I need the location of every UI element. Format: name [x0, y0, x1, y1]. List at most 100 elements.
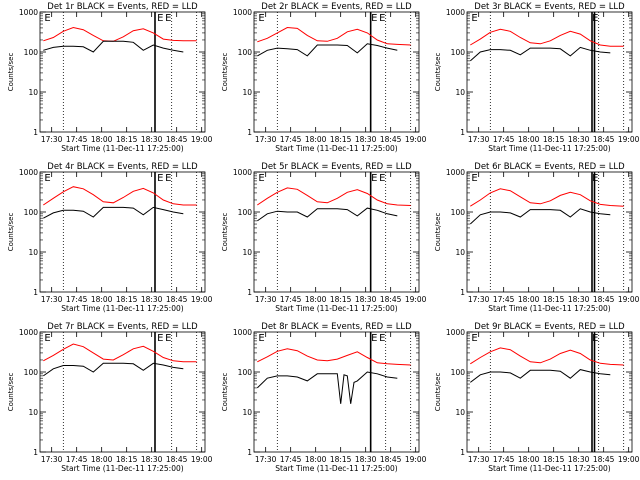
- x-tick-label: 18:30: [141, 455, 163, 464]
- x-tick-label: 19:00: [618, 455, 640, 464]
- x-tick-label: 18:45: [380, 135, 402, 144]
- panel-title: Det 8r BLACK = Events, RED = LLD: [261, 322, 412, 332]
- y-tick-label: 1000: [19, 8, 38, 17]
- lld-series-line: [257, 26, 411, 46]
- y-tick-label: 100: [238, 208, 253, 217]
- event-marker-e: E: [592, 13, 598, 24]
- y-tick-label: 10: [28, 88, 38, 97]
- x-axis-label: Start Time (11-Dec-11 17:25:00): [275, 304, 397, 313]
- panel-title: Det 3r BLACK = Events, RED = LLD: [474, 2, 625, 12]
- y-tick-label: 1: [460, 288, 465, 297]
- x-tick-label: 18:15: [543, 295, 565, 304]
- y-axis-label: Counts/sec: [7, 373, 15, 412]
- event-marker-e: E: [379, 173, 385, 184]
- y-tick-label: 100: [238, 48, 253, 57]
- x-tick-label: 18:15: [543, 455, 565, 464]
- x-tick-label: 17:30: [41, 135, 63, 144]
- events-series-line: [469, 208, 611, 225]
- y-tick-label: 1: [247, 128, 252, 137]
- lld-series-line: [43, 343, 197, 363]
- panel-title: Det 6r BLACK = Events, RED = LLD: [474, 162, 625, 172]
- x-tick-label: 18:00: [91, 455, 113, 464]
- x-axis-label: Start Time (11-Dec-11 17:25:00): [488, 144, 610, 153]
- event-marker-e: E: [371, 173, 377, 184]
- x-tick-label: 18:00: [305, 455, 327, 464]
- y-axis-label: Counts/sec: [434, 53, 442, 92]
- y-tick-label: 10: [455, 248, 465, 257]
- y-tick-label: 1: [33, 448, 38, 457]
- event-marker-e: E: [471, 333, 477, 344]
- x-tick-label: 18:30: [355, 455, 377, 464]
- y-axis-label: Counts/sec: [434, 373, 442, 412]
- events-series-line: [257, 43, 398, 57]
- x-tick-label: 17:30: [468, 135, 490, 144]
- event-marker-e: E: [258, 173, 264, 184]
- y-tick-label: 100: [24, 208, 39, 217]
- x-tick-label: 17:45: [493, 135, 515, 144]
- x-tick-label: 17:30: [41, 455, 63, 464]
- y-tick-label: 1: [247, 448, 252, 457]
- plot-frame: [253, 11, 420, 133]
- x-tick-label: 17:45: [493, 455, 515, 464]
- plot-frame: [466, 331, 633, 453]
- x-tick-label: 17:45: [66, 455, 88, 464]
- x-axis-label: Start Time (11-Dec-11 17:25:00): [275, 144, 397, 153]
- x-tick-label: 18:00: [305, 295, 327, 304]
- x-tick-label: 18:45: [593, 455, 615, 464]
- y-axis-label: Counts/sec: [221, 373, 229, 412]
- lld-series-line: [470, 28, 624, 47]
- y-axis-label: Counts/sec: [7, 213, 15, 252]
- x-tick-label: 18:15: [330, 135, 352, 144]
- event-marker-e: E: [165, 13, 171, 24]
- y-tick-label: 1000: [19, 168, 38, 177]
- events-series-line: [43, 362, 184, 377]
- x-tick-label: 17:45: [66, 295, 88, 304]
- x-tick-label: 18:15: [116, 135, 138, 144]
- event-marker-e: E: [592, 333, 598, 344]
- plot-frame: [466, 171, 633, 293]
- x-tick-label: 19:00: [405, 295, 427, 304]
- x-tick-label: 18:45: [593, 295, 615, 304]
- lld-series-line: [43, 26, 197, 42]
- x-tick-label: 18:30: [568, 295, 590, 304]
- y-tick-label: 10: [242, 248, 252, 257]
- y-axis-label: Counts/sec: [7, 53, 15, 92]
- y-axis-label: Counts/sec: [221, 53, 229, 92]
- x-tick-label: 19:00: [618, 295, 640, 304]
- event-marker-e: E: [44, 13, 50, 24]
- events-series-line: [43, 40, 184, 53]
- y-tick-label: 10: [455, 408, 465, 417]
- x-axis-label: Start Time (11-Dec-11 17:25:00): [488, 304, 610, 313]
- x-tick-label: 18:45: [166, 455, 188, 464]
- y-tick-label: 10: [28, 408, 38, 417]
- lld-series-line: [43, 186, 197, 206]
- panel-title: Det 2r BLACK = Events, RED = LLD: [261, 2, 412, 12]
- y-tick-label: 10: [455, 88, 465, 97]
- x-tick-label: 19:00: [191, 455, 213, 464]
- x-axis-label: Start Time (11-Dec-11 17:25:00): [488, 464, 610, 473]
- events-series-line: [469, 369, 611, 383]
- y-tick-label: 1: [460, 448, 465, 457]
- event-marker-e: E: [371, 13, 377, 24]
- y-tick-label: 100: [24, 368, 39, 377]
- x-tick-label: 17:30: [255, 295, 277, 304]
- event-marker-e: E: [44, 333, 50, 344]
- x-tick-label: 18:00: [518, 295, 540, 304]
- x-tick-label: 18:30: [568, 135, 590, 144]
- x-axis-label: Start Time (11-Dec-11 17:25:00): [275, 464, 397, 473]
- x-tick-label: 17:30: [41, 295, 63, 304]
- event-marker-e: E: [471, 13, 477, 24]
- x-tick-label: 17:30: [468, 295, 490, 304]
- lld-series-line: [470, 347, 624, 366]
- x-tick-label: 18:30: [355, 135, 377, 144]
- y-tick-label: 100: [451, 208, 466, 217]
- x-tick-label: 18:15: [116, 295, 138, 304]
- x-tick-label: 18:30: [568, 455, 590, 464]
- plot-frame: [253, 331, 420, 453]
- event-marker-e: E: [371, 333, 377, 344]
- events-series-line: [43, 206, 184, 219]
